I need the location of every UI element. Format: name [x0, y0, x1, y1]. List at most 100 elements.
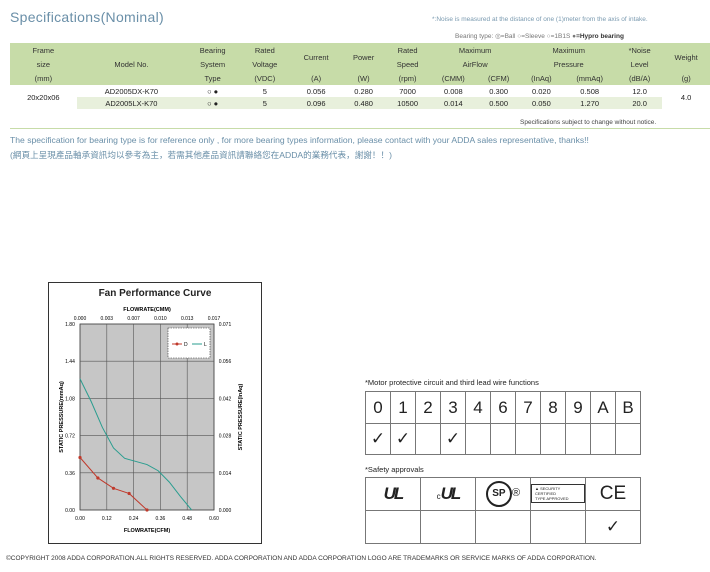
motor-code-7: 7 [515, 391, 541, 424]
legend-box [167, 327, 211, 359]
header-pressure-1: Maximum [520, 43, 617, 57]
tuv-logo-icon: ▲ SECURITY CERTIFIED TYPE APPROVED [530, 477, 586, 511]
pressure-mmaq: 1.270 [562, 97, 617, 109]
ce-logo-icon: CE [585, 477, 641, 511]
motor-check-cell [490, 423, 516, 455]
noise: 12.0 [617, 85, 663, 97]
x-tick-label: 0.60 [209, 516, 219, 522]
motor-check-cell [615, 423, 641, 455]
y2-axis-label: STATIC PRESSURE(InAq) [238, 383, 244, 450]
header-voltage-2: Voltage [239, 57, 291, 71]
motor-label: *Motor protective circuit and third lead… [365, 378, 539, 387]
voltage: 5 [239, 97, 291, 109]
x-tick-label: 0.12 [102, 516, 112, 522]
header-bearing-1: Bearing [186, 43, 240, 57]
bearing-ball-label: =Ball [500, 33, 516, 40]
hypro-icon: ● [572, 33, 577, 40]
fan-performance-chart: 0.00 0.12 0.24 0.36 0.48 0.600.000 0.003 0.007 0… [59, 307, 244, 534]
current: 0.096 [290, 97, 342, 109]
header-weight: Weight [662, 43, 710, 71]
x-tick-label: 0.24 [129, 516, 139, 522]
y2-tick-label: 0.056 [219, 359, 232, 365]
airflow-cmm: 0.014 [429, 97, 477, 109]
pressure-inaq: 0.020 [520, 85, 563, 97]
y-tick-label: 1.80 [65, 322, 75, 328]
weight: 4.0 [662, 85, 710, 109]
data-point [78, 455, 82, 460]
safety-label: *Safety approvals [365, 465, 424, 474]
spec-title: Specifications(Nominal) [10, 9, 164, 25]
y-tick-label: 1.08 [65, 396, 75, 402]
header-cmm: (CMM) [429, 71, 477, 85]
ul-logo-icon: UL [365, 477, 421, 511]
header-noise-3: (dB/A) [617, 71, 663, 85]
top-tick-label: 0.013 [181, 316, 194, 322]
motor-check-cell [515, 423, 541, 455]
csa-logo-icon: SP ® [475, 477, 531, 511]
model-no[interactable]: AD2005DX-K70 [76, 85, 187, 97]
motor-code-9: 9 [565, 391, 591, 424]
subject-note: Specifications subject to change without… [520, 119, 657, 126]
x-axis-label: FLOWRATE(CFM) [124, 528, 170, 534]
header-pressure-2: Pressure [520, 57, 617, 71]
bearing-type: ○ ● [186, 85, 240, 97]
spec-table: Frame Model No. Bearing Rated Current Po… [10, 43, 710, 109]
x-tick-label: 0.00 [75, 516, 85, 522]
model-no[interactable]: AD2005LX-K70 [76, 97, 187, 109]
power: 0.280 [341, 85, 386, 97]
motor-code-6: 6 [490, 391, 516, 424]
copyright: ©COPYRIGHT 2008 ADDA CORPORATION.ALL RIG… [6, 555, 597, 562]
motor-code-b: B [615, 391, 641, 424]
bearing-hypro-label: =Hypro bearing [576, 33, 624, 40]
airflow-cfm: 0.500 [476, 97, 521, 109]
header-speed-2: Speed [385, 57, 430, 71]
safety-check-cell [530, 510, 586, 544]
series-line-l [79, 378, 193, 511]
header-frame-3: (mm) [10, 71, 77, 85]
y2-tick-label: 0.000 [219, 508, 232, 514]
pressure-mmaq: 0.508 [562, 85, 617, 97]
divider [10, 128, 710, 129]
header-airflow-1: Maximum [429, 43, 521, 57]
top-axis-label: FLOWRATE(CMM) [123, 307, 171, 313]
power: 0.480 [341, 97, 386, 109]
ball-icon: ◎ [495, 33, 501, 40]
check-icon: ✓ [585, 510, 641, 544]
frame-size: 20x20x06 [10, 85, 77, 109]
motor-code-1: 1 [390, 391, 416, 424]
noise: 20.0 [617, 97, 663, 109]
sleeve-icon: ○ [517, 33, 522, 40]
y2-tick-label: 0.042 [219, 396, 232, 402]
motor-check-cell [565, 423, 591, 455]
data-point [111, 486, 116, 490]
y-tick-label: 0.00 [65, 508, 75, 514]
cul-logo-icon: cUL [420, 477, 476, 511]
motor-check-cell [465, 423, 491, 455]
top-tick-label: 0.003 [101, 316, 114, 322]
speed: 7000 [385, 85, 430, 97]
airflow-cmm: 0.008 [429, 85, 477, 97]
header-power: Power [341, 43, 386, 71]
top-tick-label: 0.010 [154, 316, 167, 322]
header-frame-2: size [10, 57, 77, 71]
data-point [96, 476, 100, 480]
header-noise-2: Level [617, 57, 663, 71]
airflow-cfm: 0.300 [476, 85, 521, 97]
safety-approvals-table: UL cUL SP ® ▲ SECURITY CERTIFIED TYPE APP… [365, 477, 641, 544]
legend-label: D [184, 342, 188, 348]
x-tick-label: 0.48 [182, 516, 192, 522]
info-english: The specification for bearing type is fo… [10, 135, 589, 145]
table-row: AD2005LX-K70 ○ ● 5 0.096 0.480 10500 0.0… [10, 97, 710, 109]
one-b1s-icon: ○ [546, 33, 551, 40]
check-icon: ✓ [440, 423, 466, 455]
motor-code-8: 8 [540, 391, 566, 424]
motor-code-2: 2 [415, 391, 441, 424]
chart-title: Fan Performance Curve [98, 288, 212, 299]
y-tick-label: 0.36 [65, 471, 75, 477]
header-voltage-3: (VDC) [239, 71, 291, 85]
header-cfm: (CFM) [476, 71, 521, 85]
data-point [127, 491, 131, 496]
bearing-legend-prefix: Bearing type: [455, 33, 494, 40]
header-bearing-3: Type [186, 71, 240, 85]
